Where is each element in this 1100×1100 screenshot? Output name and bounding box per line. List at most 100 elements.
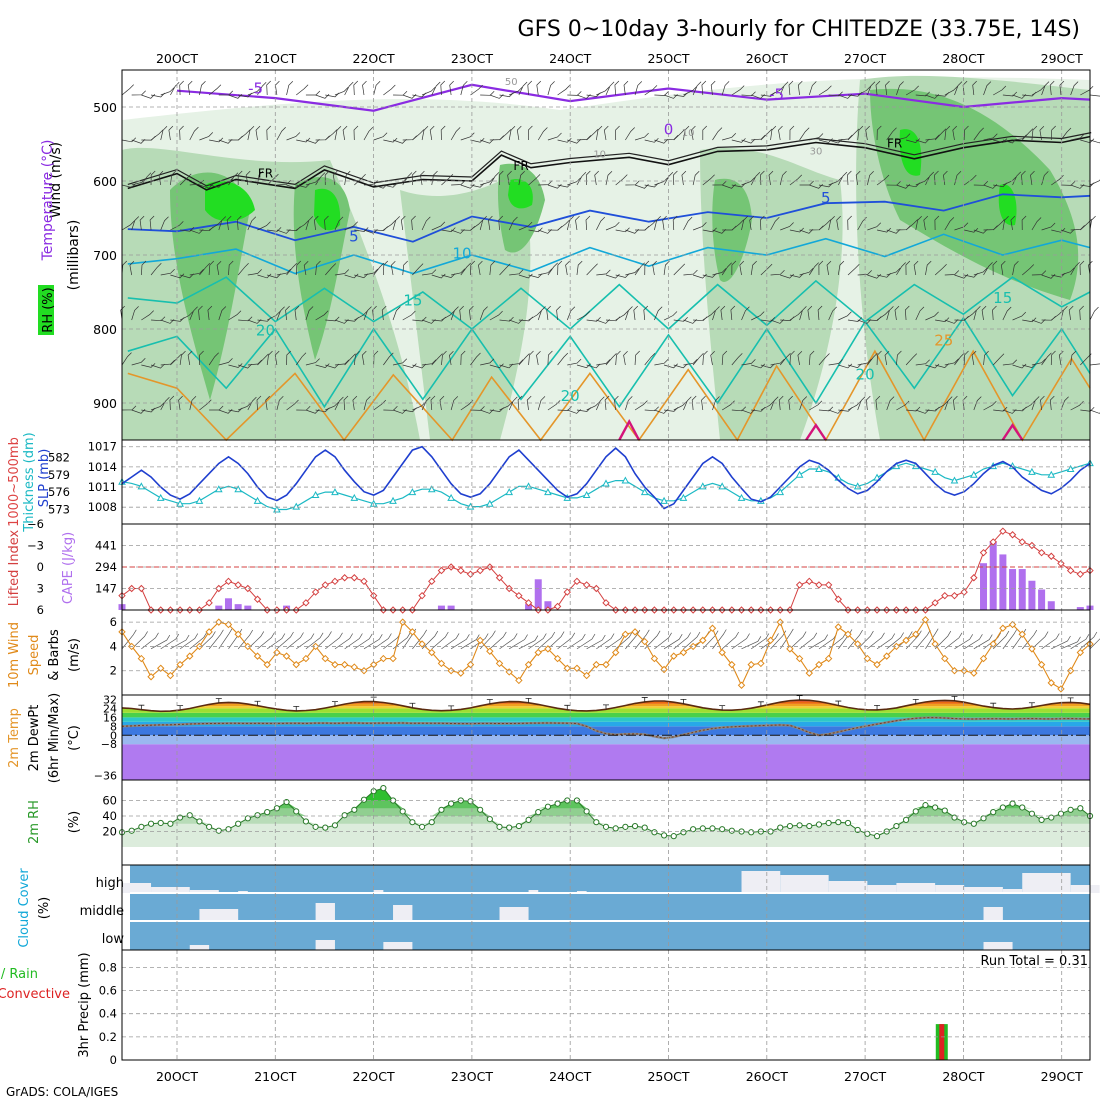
wind-barb bbox=[701, 80, 707, 96]
x-tick-label-bottom: 23OCT bbox=[451, 1069, 493, 1084]
wind-barb bbox=[480, 177, 494, 186]
lifted-index-tick-label: −3 bbox=[27, 539, 44, 553]
cape-bar bbox=[1028, 580, 1036, 610]
wind-barb bbox=[479, 306, 488, 321]
wind-barb bbox=[247, 269, 262, 276]
panel-frame bbox=[121, 949, 1091, 1061]
wind-barb bbox=[508, 125, 516, 141]
isotherm-label: 25 bbox=[934, 331, 953, 349]
rh-contour-label: 50 bbox=[505, 77, 518, 88]
wind-barb bbox=[363, 306, 372, 321]
wind-speed-marker bbox=[389, 654, 397, 663]
wind-barb bbox=[199, 263, 211, 276]
wind-speed-marker bbox=[1057, 685, 1065, 693]
wind-barb bbox=[605, 221, 620, 231]
temperature-band bbox=[122, 701, 1090, 704]
wind-barb bbox=[296, 183, 311, 188]
wind-speed-marker bbox=[999, 624, 1007, 632]
surface-wind-barb bbox=[363, 634, 383, 650]
wind-barb bbox=[354, 310, 368, 321]
wind-barb bbox=[1022, 264, 1035, 276]
surface-wind-barb bbox=[712, 629, 727, 650]
wind-barb bbox=[257, 170, 264, 186]
wind-speed-marker bbox=[253, 652, 262, 660]
temp-minmax-whisker bbox=[486, 699, 493, 704]
wind-barb bbox=[509, 86, 523, 96]
wind-barb bbox=[1002, 409, 1017, 414]
wind-barb bbox=[983, 262, 993, 276]
thickness-tick-label: 579 bbox=[48, 468, 70, 482]
wind-speed-marker bbox=[873, 660, 881, 669]
wind-speed-marker bbox=[902, 636, 910, 645]
lifted-index-marker bbox=[805, 577, 813, 586]
wind-barb bbox=[644, 85, 658, 96]
surface-wind-barb bbox=[779, 628, 794, 650]
rh-marker bbox=[235, 820, 242, 827]
wind-barb bbox=[528, 174, 541, 186]
wind-barb bbox=[536, 350, 541, 366]
x-tick-label-bottom: 24OCT bbox=[549, 1069, 591, 1084]
wind-barb bbox=[276, 126, 286, 141]
wind-barb bbox=[993, 138, 1008, 143]
lifted-index-marker bbox=[979, 548, 988, 557]
rh-marker bbox=[719, 826, 726, 833]
cloud-middle-bar bbox=[983, 907, 1003, 921]
wind-barb bbox=[789, 310, 803, 321]
wind-barb bbox=[760, 128, 773, 141]
wind-barb bbox=[692, 353, 704, 366]
thickness-marker bbox=[137, 482, 146, 490]
wind-barb bbox=[373, 132, 388, 141]
wind-barb bbox=[615, 273, 630, 278]
surface-wind-barb bbox=[276, 631, 294, 650]
lifted-index-marker bbox=[302, 599, 310, 607]
wind-barb bbox=[915, 215, 922, 231]
wind-barb bbox=[828, 359, 843, 366]
wind-barb bbox=[836, 215, 841, 231]
x-tick-label-bottom: 29OCT bbox=[1041, 1069, 1083, 1084]
surface-wind-barb bbox=[886, 632, 905, 650]
lifted-index-marker bbox=[573, 577, 581, 586]
rh-marker bbox=[728, 827, 735, 834]
wind-barb bbox=[896, 262, 906, 276]
wind-barb bbox=[749, 215, 754, 231]
wind-barb bbox=[721, 81, 730, 96]
cape-bar bbox=[447, 605, 455, 610]
rh-fill bbox=[122, 788, 1090, 809]
thickness-marker bbox=[1028, 467, 1036, 475]
wind-barb bbox=[179, 125, 184, 141]
wind-barb bbox=[131, 216, 140, 231]
wind-barb bbox=[944, 85, 958, 96]
wind-barb bbox=[325, 401, 339, 411]
cape-bar bbox=[525, 604, 533, 610]
wind-barb bbox=[691, 125, 696, 141]
wind-speed-marker bbox=[321, 654, 329, 663]
wind-barb bbox=[179, 350, 186, 366]
wind-barb bbox=[615, 125, 620, 141]
rh-marker bbox=[293, 808, 300, 815]
wind-barb bbox=[741, 409, 756, 414]
isotherm-line bbox=[127, 233, 1091, 275]
wind-barb bbox=[187, 80, 193, 96]
wind-barb bbox=[935, 317, 950, 322]
lifted-index-marker bbox=[215, 584, 223, 593]
wind-barb bbox=[934, 264, 947, 276]
cloud-high-bar bbox=[1022, 873, 1071, 893]
wind-barb bbox=[373, 399, 387, 411]
wind-barb bbox=[412, 363, 427, 369]
rh-contour-label: 30 bbox=[810, 146, 823, 157]
surface-wind-barb bbox=[847, 629, 863, 650]
y-axis-label-minmax: (6hr Min/Max) bbox=[47, 693, 62, 783]
wind-barb bbox=[702, 227, 717, 233]
cape-bar bbox=[215, 605, 223, 610]
wind-barb bbox=[828, 409, 843, 414]
wind-barb bbox=[276, 229, 291, 234]
wind-barb bbox=[1002, 138, 1017, 144]
wind-speed-marker bbox=[863, 654, 872, 663]
wind-barb bbox=[875, 80, 881, 96]
wind-barb bbox=[623, 80, 629, 96]
wind-barb bbox=[1021, 215, 1027, 231]
wind-barb bbox=[228, 363, 243, 368]
wind-speed-marker bbox=[292, 660, 300, 669]
wind-barb bbox=[547, 81, 555, 96]
x-tick-label-top: 28OCT bbox=[942, 51, 984, 66]
